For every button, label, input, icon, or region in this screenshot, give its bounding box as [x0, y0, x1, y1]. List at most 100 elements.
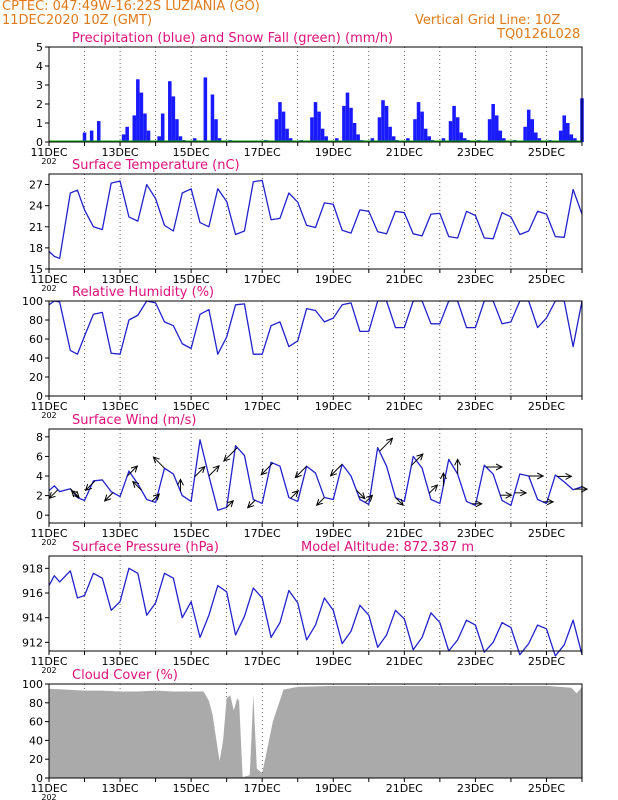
- x-tick-label: 13DEC: [102, 782, 139, 795]
- x-tick-label: 17DEC: [244, 782, 281, 795]
- wind-arrow: [194, 467, 205, 478]
- y-tick-label: 2: [36, 490, 43, 503]
- x-tick-label: 17DEC: [244, 527, 281, 540]
- x-tick-label: 13DEC: [102, 400, 139, 413]
- precip-bar: [406, 138, 410, 142]
- y-tick-label: 4: [36, 60, 43, 73]
- precip-bar: [139, 92, 144, 142]
- x-tick-label: 15DEC: [173, 146, 210, 159]
- x-tick-label: 15DEC: [173, 527, 210, 540]
- y-tick-label: 4: [36, 470, 43, 483]
- y-tick-label: 914: [22, 612, 43, 625]
- y-tick-label: 80: [29, 314, 43, 327]
- precip-bar: [502, 138, 506, 142]
- precip-bar: [381, 100, 385, 142]
- y-tick-label: 40: [29, 734, 43, 747]
- x-tick-label: 15DEC: [173, 273, 210, 286]
- precip-bar: [388, 126, 392, 142]
- x-tick-label: 25DEC: [528, 146, 565, 159]
- precip-bar: [217, 138, 222, 142]
- precip-bar: [342, 105, 346, 142]
- wind-arrow: [49, 489, 59, 499]
- precip-bar: [320, 128, 325, 142]
- wind-arrow: [248, 499, 256, 507]
- precip-bar: [288, 138, 293, 142]
- precip-bar: [192, 138, 197, 142]
- y-tick-label: 20: [29, 753, 43, 766]
- x-tick-label: 21DEC: [386, 273, 423, 286]
- precip-bar: [175, 119, 179, 142]
- y-tick-label: 0: [36, 390, 43, 403]
- y-tick-label: 6: [36, 450, 43, 463]
- precip-bar: [313, 102, 318, 142]
- precip-bar: [413, 119, 417, 142]
- precip-bar: [537, 138, 542, 142]
- precip-bar: [391, 136, 396, 142]
- y-tick-label: 918: [22, 562, 43, 575]
- y-tick-label: 20: [29, 371, 43, 384]
- precip-frame: [48, 46, 583, 143]
- wind-arrow: [379, 438, 392, 452]
- x-tick-label: 23DEC: [457, 527, 494, 540]
- x-tick-label: 25DEC: [528, 400, 565, 413]
- wind-arrow: [72, 491, 80, 499]
- wind-arrow: [290, 491, 299, 499]
- x-tick-label: 23DEC: [457, 400, 494, 413]
- cloud-frame: [48, 683, 583, 779]
- precip-bar: [310, 117, 314, 142]
- wind-arrow: [428, 485, 437, 494]
- x-tick-label: 17DEC: [244, 655, 281, 668]
- precip-bar: [573, 138, 577, 142]
- rh-frame: [48, 300, 583, 397]
- temp-frame: [48, 173, 583, 270]
- precip-bar: [168, 81, 172, 142]
- x-tick-label: 19DEC: [315, 782, 352, 795]
- x-tick-label: 13DEC: [102, 655, 139, 668]
- precip-bar: [317, 111, 321, 142]
- precip-bar: [530, 119, 535, 142]
- x-year-stub: 202: [41, 157, 56, 166]
- x-year-stub: 202: [41, 793, 56, 800]
- precip-bar: [377, 117, 382, 142]
- pres-frame: [48, 555, 583, 652]
- x-tick-label: 21DEC: [386, 527, 423, 540]
- precip-bar: [136, 79, 140, 142]
- x-tick-label: 23DEC: [457, 782, 494, 795]
- y-tick-label: 60: [29, 716, 43, 729]
- wind-arrow: [86, 480, 96, 491]
- wind-arrow: [295, 465, 307, 477]
- precip-bar: [455, 117, 460, 142]
- precip-bar: [452, 105, 456, 142]
- x-tick-label: 19DEC: [315, 400, 352, 413]
- precip-bar: [370, 138, 375, 142]
- precip-bar: [160, 113, 165, 142]
- x-tick-label: 17DEC: [244, 400, 281, 413]
- wind-arrow: [364, 495, 372, 503]
- wind-arrow: [261, 462, 274, 475]
- x-tick-label: 21DEC: [386, 782, 423, 795]
- y-tick-label: 100: [22, 678, 43, 691]
- wind-arrow: [126, 466, 137, 477]
- wind-arrow: [208, 466, 219, 477]
- model-altitude: Model Altitude: 872.387 m: [301, 540, 474, 555]
- precip-bar: [427, 136, 431, 142]
- wind-frame: [48, 428, 583, 524]
- precip-bar: [345, 92, 350, 142]
- x-tick-label: 15DEC: [173, 400, 210, 413]
- pres-title: Surface Pressure (hPa): [72, 540, 219, 555]
- y-tick-label: 3: [36, 79, 43, 92]
- x-tick-label: 25DEC: [528, 782, 565, 795]
- precip-bar: [324, 136, 328, 142]
- y-tick-label: 80: [29, 697, 43, 710]
- precip-bar: [356, 134, 360, 142]
- precip-bar: [491, 104, 495, 142]
- x-tick-label: 11DEC: [30, 527, 67, 540]
- precip-bar: [274, 119, 279, 142]
- x-tick-label: 25DEC: [528, 273, 565, 286]
- model-code: TQ0126L028: [497, 27, 581, 42]
- precip-bar: [335, 138, 339, 142]
- precip-bar: [82, 132, 87, 142]
- x-year-stub: 202: [41, 666, 56, 675]
